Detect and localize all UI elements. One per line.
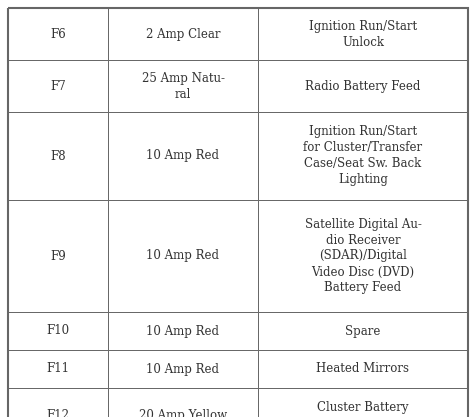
Text: F12: F12 bbox=[46, 409, 70, 417]
Text: 25 Amp Natu-
ral: 25 Amp Natu- ral bbox=[141, 71, 225, 100]
Text: 2 Amp Clear: 2 Amp Clear bbox=[146, 28, 220, 40]
Text: Ignition Run/Start
Unlock: Ignition Run/Start Unlock bbox=[309, 20, 417, 48]
Text: Cluster Battery
Feed: Cluster Battery Feed bbox=[317, 401, 409, 417]
Bar bbox=[8, 60, 108, 112]
Text: 10 Amp Red: 10 Amp Red bbox=[147, 150, 219, 163]
Text: F7: F7 bbox=[50, 80, 66, 93]
Text: Radio Battery Feed: Radio Battery Feed bbox=[305, 80, 420, 93]
Text: 10 Amp Red: 10 Amp Red bbox=[147, 362, 219, 375]
Bar bbox=[258, 60, 468, 112]
Text: 10 Amp Red: 10 Amp Red bbox=[147, 324, 219, 337]
Bar bbox=[258, 388, 468, 417]
Text: Heated Mirrors: Heated Mirrors bbox=[316, 362, 410, 375]
Bar bbox=[8, 8, 108, 60]
Bar bbox=[108, 200, 258, 312]
Bar bbox=[8, 200, 108, 312]
Bar bbox=[8, 112, 108, 200]
Bar bbox=[108, 350, 258, 388]
Bar bbox=[258, 312, 468, 350]
Bar bbox=[108, 312, 258, 350]
Text: Ignition Run/Start
for Cluster/Transfer
Case/Seat Sw. Back
Lighting: Ignition Run/Start for Cluster/Transfer … bbox=[304, 126, 422, 186]
Text: 20 Amp Yellow: 20 Amp Yellow bbox=[139, 409, 227, 417]
Text: F11: F11 bbox=[46, 362, 70, 375]
Text: F9: F9 bbox=[50, 249, 66, 262]
Text: Satellite Digital Au-
dio Receiver
(SDAR)/Digital
Video Disc (DVD)
Battery Feed: Satellite Digital Au- dio Receiver (SDAR… bbox=[305, 218, 421, 294]
Text: F10: F10 bbox=[46, 324, 70, 337]
Bar bbox=[8, 312, 108, 350]
Bar bbox=[8, 388, 108, 417]
Text: 10 Amp Red: 10 Amp Red bbox=[147, 249, 219, 262]
Bar bbox=[8, 350, 108, 388]
Bar bbox=[258, 200, 468, 312]
Bar bbox=[108, 388, 258, 417]
Text: F8: F8 bbox=[50, 150, 66, 163]
Text: F6: F6 bbox=[50, 28, 66, 40]
Bar bbox=[258, 350, 468, 388]
Text: Spare: Spare bbox=[345, 324, 381, 337]
Bar bbox=[108, 112, 258, 200]
Bar bbox=[258, 112, 468, 200]
Bar bbox=[108, 60, 258, 112]
Bar bbox=[258, 8, 468, 60]
Bar bbox=[108, 8, 258, 60]
